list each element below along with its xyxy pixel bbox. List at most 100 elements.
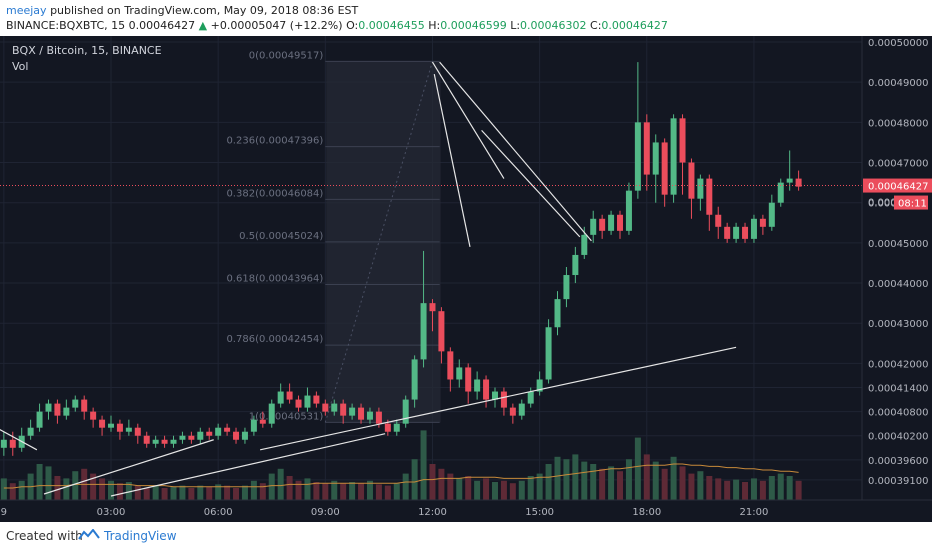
candle-body [54, 403, 61, 416]
volume-bar [277, 468, 284, 500]
candle-body [670, 118, 677, 195]
volume-bar [358, 483, 365, 500]
price-tag-value: 0.00046427 [868, 182, 928, 193]
author-link[interactable]: meejay [6, 4, 47, 17]
volume-bar [170, 486, 177, 500]
price-axis-tick: 0.00043000 [868, 319, 928, 330]
tradingview-link[interactable]: TradingView [104, 529, 177, 543]
volume-bar [304, 478, 311, 500]
candle-body [706, 178, 713, 215]
volume-bar [733, 479, 740, 500]
countdown-value: 08:11 [898, 199, 927, 210]
volume-bar [572, 454, 579, 500]
candle-body [438, 311, 445, 352]
volume-bar [215, 484, 222, 500]
time-axis-tick: 15:00 [525, 507, 554, 518]
price-axis-tick: 0.00044000 [868, 279, 928, 290]
candle-body [134, 427, 141, 436]
candle-body [643, 122, 650, 175]
volume-bar [349, 482, 356, 500]
change-value: +0.00005047 (+12.2%) [210, 19, 343, 32]
fib-level-label: 0.382(0.00046084) [226, 188, 323, 199]
price-axis-tick: 0.00045000 [868, 239, 928, 250]
volume-bar [108, 480, 114, 500]
volume-bar [188, 488, 195, 500]
trend-line-7 [433, 74, 471, 248]
candle-body [331, 403, 338, 412]
high-value: 0.00046599 [440, 19, 507, 32]
candle-body [688, 162, 695, 199]
price-axis-tick: 0.00040200 [868, 432, 928, 443]
volume-bar [393, 483, 400, 500]
candle-body [170, 439, 177, 444]
volume-bar [99, 478, 106, 500]
volume-bar [179, 485, 186, 500]
publish-line: meejay published on TradingView.com, May… [6, 4, 358, 17]
time-axis-tick: 06:00 [204, 507, 233, 518]
volume-bar [411, 459, 418, 500]
volume-bar [554, 456, 561, 500]
candle-body [483, 379, 490, 400]
volume-bar [224, 485, 231, 500]
volume-bar [259, 483, 266, 500]
volume-bar [536, 473, 543, 500]
price-axis-tick: 0.00041400 [868, 384, 928, 395]
candle-body [608, 214, 615, 231]
volume-bar [697, 471, 704, 500]
volume-bar [134, 485, 141, 500]
candle-body [143, 435, 150, 444]
volume-bar [197, 485, 204, 500]
candle-body [268, 403, 275, 424]
volume-bar [72, 471, 79, 500]
volume-bar [375, 484, 382, 500]
volume-bar [45, 466, 52, 500]
volume-bar [581, 461, 588, 500]
volume-bar [759, 480, 766, 500]
volume-bar [161, 488, 168, 500]
volume-bar [456, 478, 463, 500]
candle-body [27, 427, 34, 436]
trend-line-4 [110, 433, 386, 497]
candle-body [491, 391, 498, 400]
volume-bar [706, 476, 713, 500]
candle-body [313, 395, 320, 404]
volume-bar [9, 483, 16, 500]
candle-body [295, 399, 302, 408]
volume-bar [608, 466, 615, 500]
candle-body [634, 122, 641, 191]
volume-bar [313, 482, 320, 500]
volume-bar [688, 473, 695, 500]
candle-body [197, 431, 204, 440]
candle-body [233, 431, 240, 440]
candle-body [322, 403, 329, 412]
volume-bar [527, 476, 534, 500]
candle-body [402, 399, 409, 424]
price-chart[interactable]: 0(0.00049517) 0.236(0.00047396) 0.382(0.00… [0, 36, 932, 522]
volume-bar [500, 480, 507, 500]
volume-ma-line [3, 463, 799, 489]
candle-body [224, 427, 231, 432]
time-axis-tick: 09:00 [311, 507, 340, 518]
price-axis-tick: 0.00039100 [868, 476, 928, 487]
volume-bar [625, 459, 632, 500]
candle-body [375, 411, 382, 424]
candle-body [679, 118, 686, 163]
trend-line-8 [439, 61, 592, 242]
close-label: C: [590, 19, 602, 32]
volume-bar [617, 471, 624, 500]
trend-line-2 [0, 429, 38, 451]
created-with-text: Created with [6, 529, 83, 543]
volume-bar [438, 468, 445, 500]
volume-bar [331, 480, 338, 500]
time-axis-tick: 03:00 [97, 507, 126, 518]
volume-bar [465, 476, 472, 500]
candle-body [617, 214, 624, 231]
legend-title: BQX / Bitcoin, 15, BINANCE [12, 44, 162, 57]
time-axis-tick: 12:00 [418, 507, 447, 518]
candle-body [277, 391, 284, 404]
price-axis-tick: 0.00048000 [868, 118, 928, 129]
volume-bar [661, 468, 668, 500]
volume-bar [54, 476, 61, 500]
candle-body [509, 407, 516, 416]
candle-body [81, 399, 88, 412]
